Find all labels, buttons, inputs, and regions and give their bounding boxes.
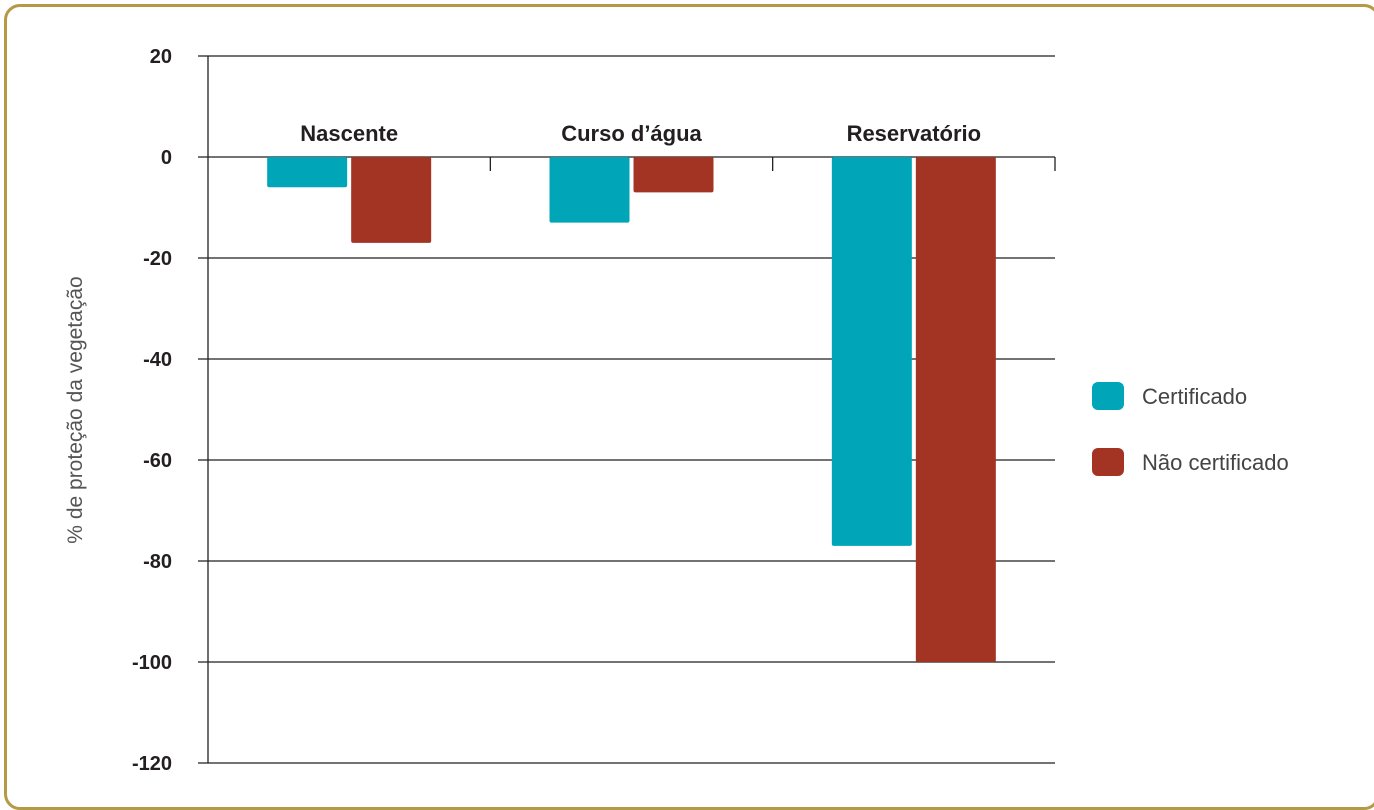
bar-nao-certificado	[915, 157, 996, 662]
bar-nao-certificado	[633, 157, 714, 193]
y-tick-label: -100	[132, 652, 172, 674]
legend-swatch	[1092, 382, 1124, 410]
category-label: Reservatório	[847, 121, 982, 146]
legend-swatch	[1092, 448, 1124, 476]
y-tick-label: -80	[143, 551, 172, 573]
bars	[267, 157, 996, 662]
axes	[207, 56, 1056, 763]
bar-nao-certificado	[351, 157, 432, 243]
y-tick-label: -120	[132, 753, 172, 775]
bar-certificado	[267, 157, 348, 188]
bar-certificado	[549, 157, 630, 223]
legend-label: Certificado	[1142, 384, 1247, 409]
legend-label: Não certificado	[1142, 450, 1289, 475]
legend: Certificado Não certificado	[1092, 382, 1289, 476]
bar-certificado	[831, 157, 912, 546]
category-label: Nascente	[300, 121, 398, 146]
category-label: Curso d’água	[561, 121, 702, 146]
y-tick-label: -40	[143, 349, 172, 371]
y-tick-label: 20	[150, 46, 172, 68]
y-tick-label: 0	[161, 147, 172, 169]
y-tick-label: -60	[143, 450, 172, 472]
y-tick-label: -20	[143, 248, 172, 270]
y-tick-labels: 20 0 -20 -40 -60 -80 -100 -120	[132, 46, 172, 775]
category-labels: Nascente Curso d’água Reservatório	[300, 121, 981, 146]
y-axis-title: % de proteção da vegetação	[64, 276, 87, 543]
